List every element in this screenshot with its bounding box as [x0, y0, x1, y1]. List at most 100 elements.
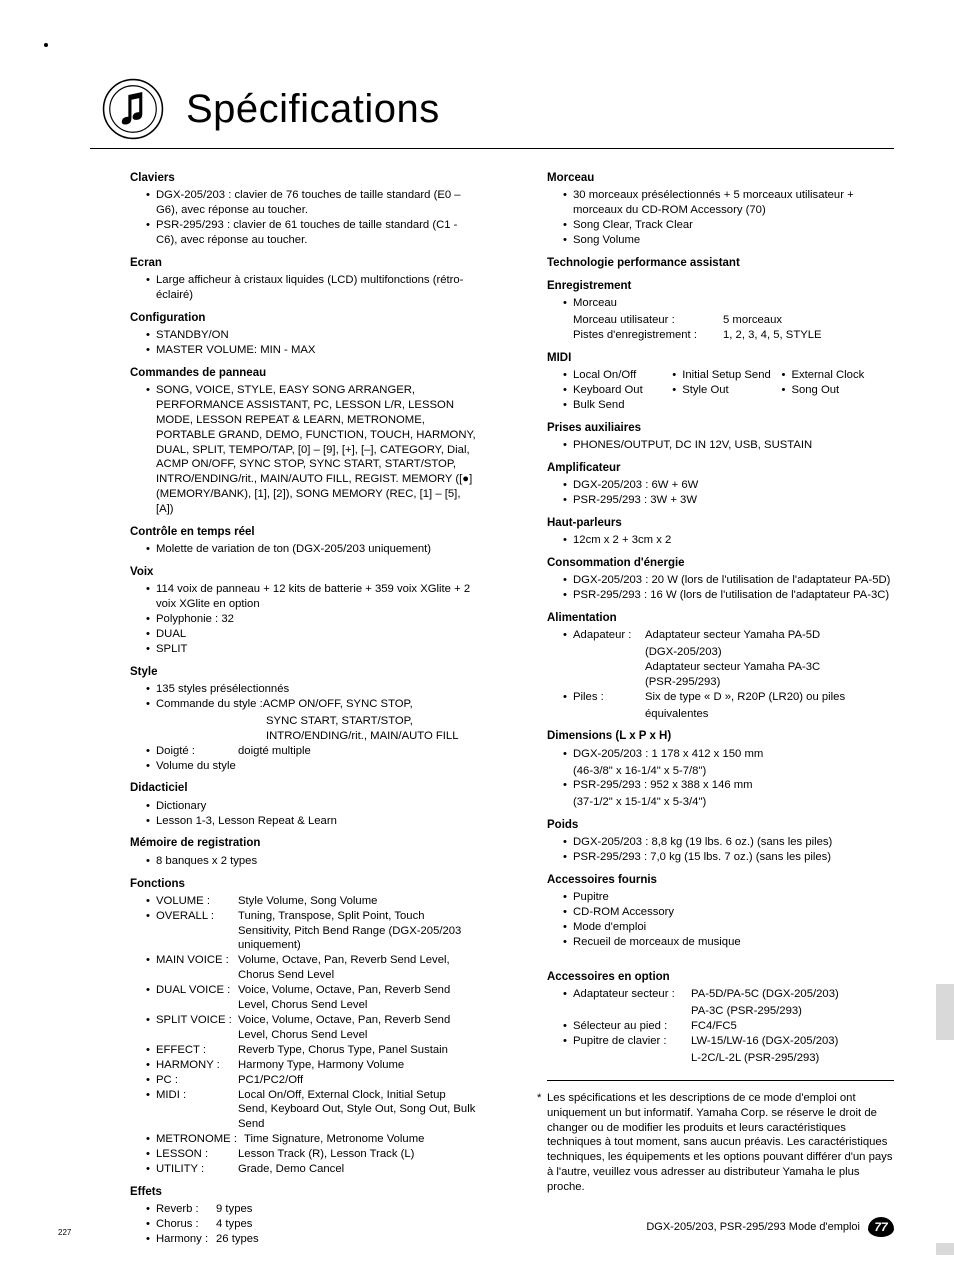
- list-item: Mode d'emploi: [563, 920, 894, 935]
- list-item: EFFECT :Reverb Type, Chorus Type, Panel …: [146, 1043, 477, 1058]
- columns: Claviers DGX-205/203 : clavier de 76 tou…: [90, 171, 894, 1249]
- section-list: DGX-205/203 : clavier de 76 touches de t…: [90, 188, 477, 248]
- section-head: Contrôle en temps réel: [90, 525, 477, 540]
- section-head: Poids: [507, 818, 894, 833]
- list-item: Reverb :9 types: [146, 1202, 477, 1217]
- list-item: CD-ROM Accessory: [563, 905, 894, 920]
- list-item: Volume du style: [146, 759, 477, 774]
- list-item: Morceau: [563, 296, 894, 311]
- section-head: Prises auxiliaires: [507, 421, 894, 436]
- music-note-icon: [102, 78, 164, 140]
- list-item: SONG, VOICE, STYLE, EASY SONG ARRANGER, …: [146, 383, 477, 517]
- footer: 227 DGX-205/203, PSR-295/293 Mode d'empl…: [0, 1217, 954, 1237]
- list-item: UTILITY :Grade, Demo Cancel: [146, 1162, 477, 1177]
- section-head: Claviers: [90, 171, 477, 186]
- footer-label: DGX-205/203, PSR-295/293 Mode d'emploi: [646, 1221, 860, 1233]
- section-head: Fonctions: [90, 877, 477, 892]
- continuation: équivalentes: [507, 707, 894, 722]
- list-item: Pupitre: [563, 890, 894, 905]
- list-item: METRONOME :Time Signature, Metronome Vol…: [146, 1132, 477, 1147]
- list-item: Lesson 1-3, Lesson Repeat & Learn: [146, 814, 477, 829]
- list-item: External Clock: [781, 368, 890, 383]
- section-head: Style: [90, 665, 477, 680]
- section-head: Mémoire de registration: [90, 836, 477, 851]
- list-item: DGX-205/203 : clavier de 76 touches de t…: [146, 188, 477, 218]
- section-head: Configuration: [90, 311, 477, 326]
- list-item: Commande du style :ACMP ON/OFF, SYNC STO…: [146, 697, 477, 712]
- list-item: DGX-205/203 : 6W + 6W: [563, 478, 894, 493]
- page-title: Spécifications: [186, 87, 440, 132]
- side-stub: [936, 1243, 954, 1255]
- list-item: MIDI :Local On/Off, External Clock, Init…: [146, 1088, 477, 1133]
- midi-list: Local On/Off Initial Setup Send External…: [507, 368, 894, 413]
- list-item: Recueil de morceaux de musique: [563, 935, 894, 950]
- right-column: Morceau 30 morceaux présélectionnés + 5 …: [507, 171, 894, 1249]
- section-head: Didacticiel: [90, 781, 477, 796]
- section-head: Amplificateur: [507, 461, 894, 476]
- continuation: (DGX-205/203): [507, 645, 894, 660]
- list-item: Adaptateur secteur :PA-5D/PA-5C (DGX-205…: [563, 987, 894, 1002]
- list-item: PSR-295/293 : clavier de 61 touches de t…: [146, 218, 477, 248]
- list-item: MASTER VOLUME: MIN - MAX: [146, 343, 477, 358]
- section-head: Commandes de panneau: [90, 366, 477, 381]
- kv-label: Doigté :: [156, 744, 238, 759]
- recording-details: Morceau utilisateur :5 morceaux Pistes d…: [507, 313, 894, 343]
- list-item: 135 styles présélectionnés: [146, 682, 477, 697]
- list-item: Adapateur :Adaptateur secteur Yamaha PA-…: [563, 628, 894, 643]
- list-item: Bulk Send: [563, 398, 672, 413]
- disclaimer-text: Les spécifications et les descriptions d…: [547, 1092, 892, 1193]
- list-item: Song Out: [781, 383, 890, 398]
- page-number: 77: [868, 1217, 894, 1237]
- section-head: Accessoires en option: [507, 970, 894, 985]
- list-item: PC :PC1/PC2/Off: [146, 1073, 477, 1088]
- list-item: Large afficheur à cristaux liquides (LCD…: [146, 273, 477, 303]
- list-item: PSR-295/293 : 3W + 3W: [563, 493, 894, 508]
- registration-mark: [44, 43, 48, 47]
- list-item: PSR-295/293 : 16 W (lors de l'utilisatio…: [563, 588, 894, 603]
- functions-list: VOLUME :Style Volume, Song Volume OVERAL…: [90, 894, 477, 1177]
- list-item: Local On/Off: [563, 368, 672, 383]
- disclaimer: * Les spécifications et les descriptions…: [507, 1091, 894, 1195]
- section-head: Enregistrement: [507, 279, 894, 294]
- list-item: DGX-205/203 : 8,8 kg (19 lbs. 6 oz.) (sa…: [563, 835, 894, 850]
- section-head: Morceau: [507, 171, 894, 186]
- title-row: Spécifications: [102, 78, 894, 140]
- list-item: 12cm x 2 + 3cm x 2: [563, 533, 894, 548]
- continuation: L-2C/L-2L (PSR-295/293): [507, 1051, 894, 1066]
- list-item: Keyboard Out: [563, 383, 672, 398]
- continuation: (37-1/2" x 15-1/4" x 5-3/4"): [507, 795, 894, 810]
- list-item: PSR-295/293 : 7,0 kg (15 lbs. 7 oz.) (sa…: [563, 850, 894, 865]
- list-item: MAIN VOICE :Volume, Octave, Pan, Reverb …: [146, 953, 477, 983]
- list-item: 114 voix de panneau + 12 kits de batteri…: [146, 582, 477, 612]
- section-head: Effets: [90, 1185, 477, 1200]
- list-item: SPLIT VOICE :Voice, Volume, Octave, Pan,…: [146, 1013, 477, 1043]
- list-item: Piles :Six de type « D », R20P (LR20) ou…: [563, 690, 894, 705]
- title-rule: [90, 148, 894, 149]
- list-item: Doigté :doigté multiple: [146, 744, 477, 759]
- list-item: DUAL: [146, 627, 477, 642]
- list-item: HARMONY :Harmony Type, Harmony Volume: [146, 1058, 477, 1073]
- list-item: Style Out: [672, 383, 781, 398]
- list-item: Polyphonie : 32: [146, 612, 477, 627]
- side-tab: [936, 984, 954, 1040]
- continuation: INTRO/ENDING/rit., MAIN/AUTO FILL: [90, 729, 477, 744]
- continuation: SYNC START, START/STOP,: [90, 714, 477, 729]
- section-head: Consommation d'énergie: [507, 556, 894, 571]
- list-item: Initial Setup Send: [672, 368, 781, 383]
- list-item: DGX-205/203 : 1 178 x 412 x 150 mm: [563, 747, 894, 762]
- list-item: DGX-205/203 : 20 W (lors de l'utilisatio…: [563, 573, 894, 588]
- section-head: Ecran: [90, 256, 477, 271]
- list-item: Pupitre de clavier :LW-15/LW-16 (DGX-205…: [563, 1034, 894, 1049]
- list-item: LESSON :Lesson Track (R), Lesson Track (…: [146, 1147, 477, 1162]
- section-head: MIDI: [507, 351, 894, 366]
- list-item: PSR-295/293 : 952 x 388 x 146 mm: [563, 778, 894, 793]
- section-head: Technologie performance assistant: [507, 256, 894, 271]
- continuation: (46-3/8" x 16-1/4" x 5-7/8"): [507, 764, 894, 779]
- asterisk: *: [537, 1091, 541, 1106]
- section-head: Accessoires fournis: [507, 873, 894, 888]
- section-head: Alimentation: [507, 611, 894, 626]
- list-item: Dictionary: [146, 799, 477, 814]
- list-item: OVERALL :Tuning, Transpose, Split Point,…: [146, 909, 477, 954]
- kv-value: doigté multiple: [238, 744, 311, 759]
- list-item: PHONES/OUTPUT, DC IN 12V, USB, SUSTAIN: [563, 438, 894, 453]
